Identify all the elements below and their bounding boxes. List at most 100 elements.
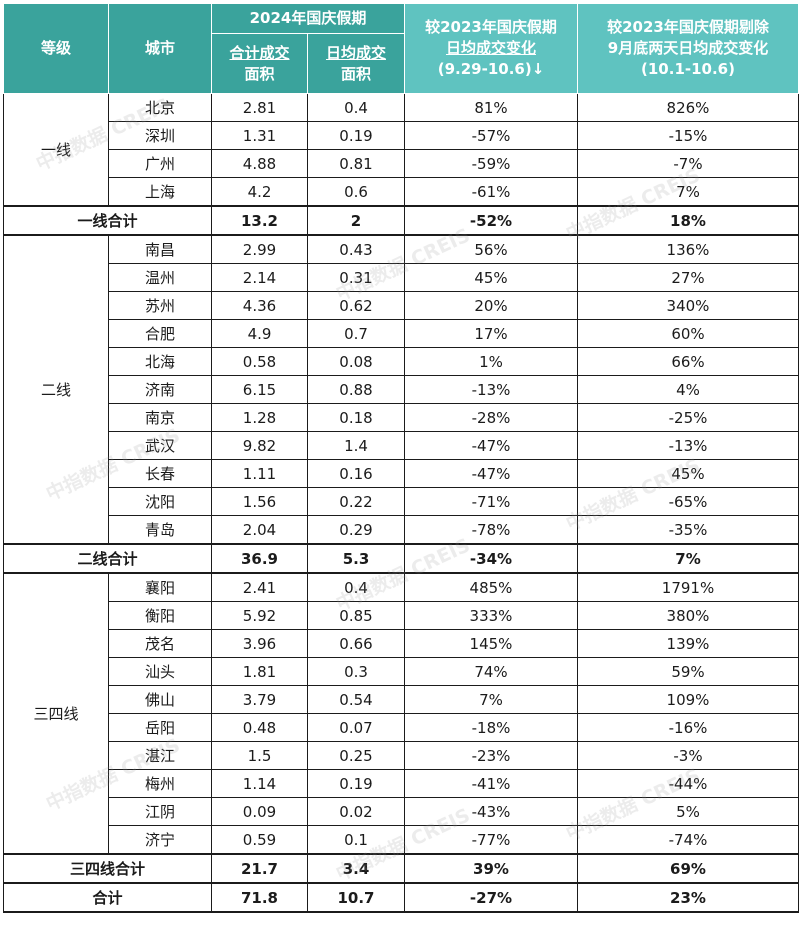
grand-total-area: 71.8 bbox=[211, 882, 308, 913]
change-excl-cell: 4% bbox=[577, 375, 799, 404]
header-daily-area-line1: 日均成交 bbox=[325, 43, 386, 62]
total-area-cell: 1.11 bbox=[211, 459, 308, 488]
subtotal-change-excl: 69% bbox=[577, 853, 799, 884]
change-excl-cell: -7% bbox=[577, 149, 799, 178]
subtotal-change-2023: -52% bbox=[404, 205, 578, 236]
daily-area-cell: 0.54 bbox=[307, 685, 405, 714]
header-daily-area-line2: 面积 bbox=[340, 64, 371, 83]
table-row: 青岛 2.04 0.29 -78% -35% bbox=[4, 515, 799, 545]
daily-area-cell: 0.81 bbox=[307, 149, 405, 178]
total-area-cell: 4.36 bbox=[211, 291, 308, 320]
city-cell: 上海 bbox=[108, 177, 212, 207]
header-grade: 等级 bbox=[3, 3, 109, 94]
change-2023-cell: -41% bbox=[404, 769, 578, 798]
daily-area-cell: 0.18 bbox=[307, 403, 405, 432]
change-2023-cell: 81% bbox=[404, 93, 578, 122]
daily-area-cell: 0.3 bbox=[307, 657, 405, 686]
total-area-cell: 0.59 bbox=[211, 825, 308, 855]
daily-area-cell: 0.7 bbox=[307, 319, 405, 348]
change-excl-cell: 340% bbox=[577, 291, 799, 320]
change-2023-cell: 20% bbox=[404, 291, 578, 320]
daily-area-cell: 0.4 bbox=[307, 93, 405, 122]
table-row: 岳阳 0.48 0.07 -18% -16% bbox=[4, 713, 799, 742]
table-row: 合肥 4.9 0.7 17% 60% bbox=[4, 319, 799, 348]
change-excl-cell: -3% bbox=[577, 741, 799, 770]
subtotal-row: 三四线合计 21.7 3.4 39% 69% bbox=[3, 853, 799, 884]
city-cell: 济宁 bbox=[108, 825, 212, 855]
change-2023-cell: -78% bbox=[404, 515, 578, 545]
grand-total-label: 合计 bbox=[3, 882, 212, 913]
subtotal-total-area: 36.9 bbox=[211, 543, 308, 574]
total-area-cell: 2.81 bbox=[211, 93, 308, 122]
daily-area-cell: 0.29 bbox=[307, 515, 405, 545]
change-excl-cell: -74% bbox=[577, 825, 799, 855]
change-2023-cell: 74% bbox=[404, 657, 578, 686]
subtotal-total-area: 13.2 bbox=[211, 205, 308, 236]
total-area-cell: 9.82 bbox=[211, 431, 308, 460]
header-city: 城市 bbox=[108, 3, 212, 94]
daily-area-cell: 0.62 bbox=[307, 291, 405, 320]
change-2023-cell: 145% bbox=[404, 629, 578, 658]
change-excl-cell: 139% bbox=[577, 629, 799, 658]
total-area-cell: 4.9 bbox=[211, 319, 308, 348]
city-cell: 襄阳 bbox=[108, 572, 212, 602]
table-row: 二线 南昌 2.99 0.43 56% 136% bbox=[3, 234, 799, 545]
change-2023-cell: -61% bbox=[404, 177, 578, 207]
city-cell: 合肥 bbox=[108, 319, 212, 348]
daily-area-cell: 1.4 bbox=[307, 431, 405, 460]
city-cell: 梅州 bbox=[108, 769, 212, 798]
daily-area-cell: 0.08 bbox=[307, 347, 405, 376]
change-excl-cell: 59% bbox=[577, 657, 799, 686]
table-body: 一线 北京 2.81 0.4 81% 826% 深圳 1.31 0.19 -57% -15% 广州 4.… bbox=[3, 93, 799, 913]
city-cell: 深圳 bbox=[108, 121, 212, 150]
header-change-excl-line3: (10.1-10.6) bbox=[641, 60, 735, 78]
daily-area-cell: 0.85 bbox=[307, 601, 405, 630]
header-total-area-line2: 面积 bbox=[244, 64, 275, 83]
daily-area-cell: 0.4 bbox=[307, 572, 405, 602]
header-daily-area: 日均成交 面积 bbox=[307, 33, 405, 94]
grand-total-daily: 10.7 bbox=[307, 882, 405, 913]
change-2023-cell: 7% bbox=[404, 685, 578, 714]
change-2023-cell: -18% bbox=[404, 713, 578, 742]
change-2023-cell: -77% bbox=[404, 825, 578, 855]
total-area-cell: 6.15 bbox=[211, 375, 308, 404]
total-area-cell: 0.48 bbox=[211, 713, 308, 742]
header-change-2023: 较2023年国庆假期 日均成交变化 (9.29-10.6)↓ bbox=[404, 3, 578, 94]
change-excl-cell: -15% bbox=[577, 121, 799, 150]
daily-area-cell: 0.19 bbox=[307, 121, 405, 150]
change-2023-cell: 333% bbox=[404, 601, 578, 630]
total-area-cell: 2.04 bbox=[211, 515, 308, 545]
change-excl-cell: -16% bbox=[577, 713, 799, 742]
daily-area-cell: 0.22 bbox=[307, 487, 405, 516]
change-2023-cell: -43% bbox=[404, 797, 578, 826]
change-2023-cell: 56% bbox=[404, 234, 578, 264]
subtotal-label: 二线合计 bbox=[3, 543, 212, 574]
table-row: 梅州 1.14 0.19 -41% -44% bbox=[4, 769, 799, 798]
change-excl-cell: 826% bbox=[577, 93, 799, 122]
change-excl-cell: 5% bbox=[577, 797, 799, 826]
change-2023-cell: -13% bbox=[404, 375, 578, 404]
city-cell: 青岛 bbox=[108, 515, 212, 545]
header-change-2023-line1: 较2023年国庆假期 bbox=[425, 18, 557, 36]
table-row: 深圳 1.31 0.19 -57% -15% bbox=[4, 121, 799, 150]
header-change-excl-line2: 9月底两天日均成交变化 bbox=[607, 39, 769, 57]
change-excl-cell: 136% bbox=[577, 234, 799, 264]
change-2023-cell: -23% bbox=[404, 741, 578, 770]
change-2023-cell: 45% bbox=[404, 263, 578, 292]
subtotal-change-excl: 7% bbox=[577, 543, 799, 574]
daily-area-cell: 0.16 bbox=[307, 459, 405, 488]
city-cell: 北海 bbox=[108, 347, 212, 376]
header-total-area-line1: 合计成交 bbox=[229, 43, 290, 62]
header-year-group: 2024年国庆假期 bbox=[211, 3, 405, 34]
change-excl-cell: 7% bbox=[577, 177, 799, 207]
change-excl-cell: 45% bbox=[577, 459, 799, 488]
grand-total-row: 合计 71.8 10.7 -27% 23% bbox=[3, 882, 799, 913]
table-row: 江阴 0.09 0.02 -43% 5% bbox=[4, 797, 799, 826]
total-area-cell: 2.41 bbox=[211, 572, 308, 602]
header-change-excl-line1: 较2023年国庆假期剔除 bbox=[607, 18, 769, 36]
housing-sales-table: 等级 城市 2024年国庆假期 较2023年国庆假期 日均成交变化 (9.29-… bbox=[3, 3, 799, 913]
total-area-cell: 1.31 bbox=[211, 121, 308, 150]
city-cell: 温州 bbox=[108, 263, 212, 292]
table-header: 等级 城市 2024年国庆假期 较2023年国庆假期 日均成交变化 (9.29-… bbox=[3, 3, 799, 94]
